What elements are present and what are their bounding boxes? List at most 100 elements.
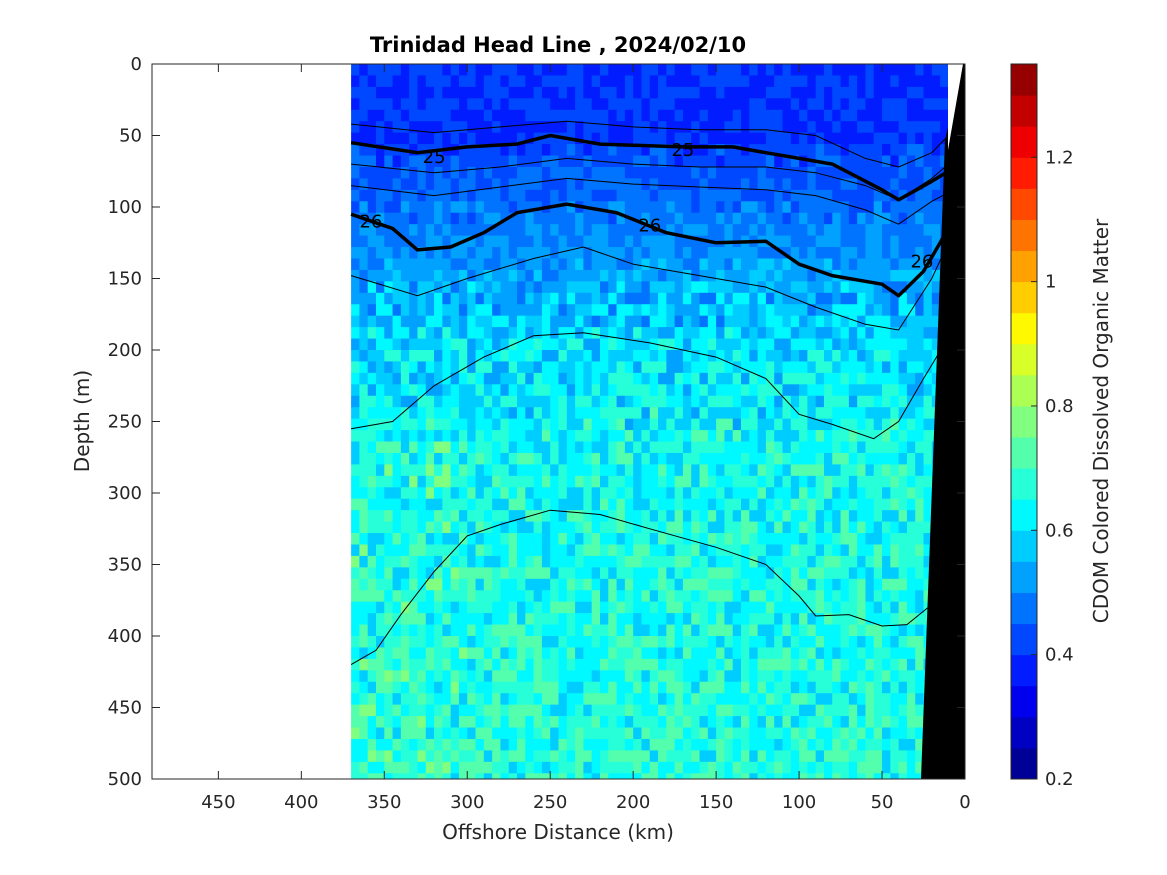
field-cell [599, 716, 609, 729]
field-cell [483, 292, 493, 305]
field-cell [865, 475, 875, 488]
field-cell [832, 166, 842, 179]
field-cell [691, 384, 701, 397]
field-cell [384, 315, 394, 328]
field-cell [558, 144, 568, 157]
field-cell [517, 258, 526, 271]
field-cell [832, 670, 842, 683]
field-cell [857, 212, 867, 225]
field-cell [790, 166, 800, 179]
field-cell [716, 510, 726, 523]
field-cell [782, 327, 792, 340]
field-cell [699, 189, 709, 202]
field-cell [575, 418, 584, 431]
field-cell [765, 224, 775, 237]
field-cell [741, 201, 750, 214]
field-cell [359, 372, 369, 385]
field-cell [815, 727, 825, 740]
field-cell [848, 544, 858, 557]
field-cell [475, 178, 485, 191]
field-cell [666, 86, 676, 99]
field-cell [765, 269, 775, 282]
field-cell [906, 64, 916, 77]
field-cell [649, 544, 659, 557]
density-contour-line [351, 120, 949, 168]
field-cell [782, 727, 792, 740]
field-cell [624, 281, 634, 294]
field-cell [658, 212, 667, 225]
field-cell [608, 144, 618, 157]
field-cell [757, 464, 767, 477]
field-cell [658, 155, 667, 168]
field-cell [458, 658, 468, 671]
field-cell [649, 372, 659, 385]
field-cell [873, 624, 883, 637]
field-cell [508, 121, 518, 134]
field-cell [475, 292, 485, 305]
field-cell [799, 372, 808, 385]
field-cell [434, 670, 443, 683]
field-cell [765, 498, 775, 511]
field-cell [517, 384, 526, 397]
field-cell [409, 613, 419, 626]
field-cell [591, 224, 601, 237]
field-cell [351, 681, 360, 694]
field-cell [732, 441, 742, 454]
field-cell [765, 681, 775, 694]
field-cell [790, 441, 800, 454]
field-cell [840, 761, 850, 774]
field-cell [442, 738, 452, 751]
colorbar-band [1011, 95, 1037, 127]
field-cell [525, 132, 535, 145]
field-cell [799, 487, 808, 500]
field-cell [558, 647, 568, 660]
field-cell [823, 350, 833, 363]
field-cell [823, 704, 833, 717]
colorbar-band [1011, 747, 1037, 780]
field-cell [641, 773, 651, 779]
field-cell [624, 716, 634, 729]
field-cell [608, 773, 618, 779]
field-cell [674, 658, 684, 671]
field-cell [923, 201, 933, 214]
field-cell [790, 567, 800, 580]
field-cell [351, 86, 360, 99]
field-cell [749, 681, 759, 694]
field-cell [732, 75, 742, 88]
field-cell [782, 109, 792, 122]
field-cell [724, 590, 734, 603]
field-cell [517, 121, 526, 134]
field-cell [558, 601, 568, 614]
field-cell [699, 372, 709, 385]
field-cell [450, 178, 460, 191]
field-cell [931, 178, 941, 191]
field-cell [799, 407, 808, 420]
field-cell [699, 693, 709, 706]
field-cell [691, 578, 701, 591]
field-cell [658, 189, 667, 202]
field-cell [848, 441, 858, 454]
field-cell [674, 201, 684, 214]
field-cell [384, 693, 394, 706]
field-cell [583, 464, 593, 477]
field-cell [425, 567, 435, 580]
field-cell [716, 338, 726, 351]
field-cell [475, 693, 485, 706]
field-cell [508, 292, 518, 305]
field-cell [384, 327, 394, 340]
field-cell [807, 98, 817, 111]
field-cell [409, 761, 419, 774]
field-cell [541, 350, 551, 363]
field-cell [483, 201, 493, 214]
field-cell [599, 521, 609, 534]
field-cell [873, 384, 883, 397]
field-cell [425, 613, 435, 626]
field-cell [375, 498, 385, 511]
field-cell [658, 498, 667, 511]
field-cell [691, 338, 701, 351]
field-cell [558, 510, 568, 523]
field-cell [716, 224, 726, 237]
field-cell [823, 338, 833, 351]
field-cell [608, 178, 618, 191]
field-cell [641, 281, 651, 294]
